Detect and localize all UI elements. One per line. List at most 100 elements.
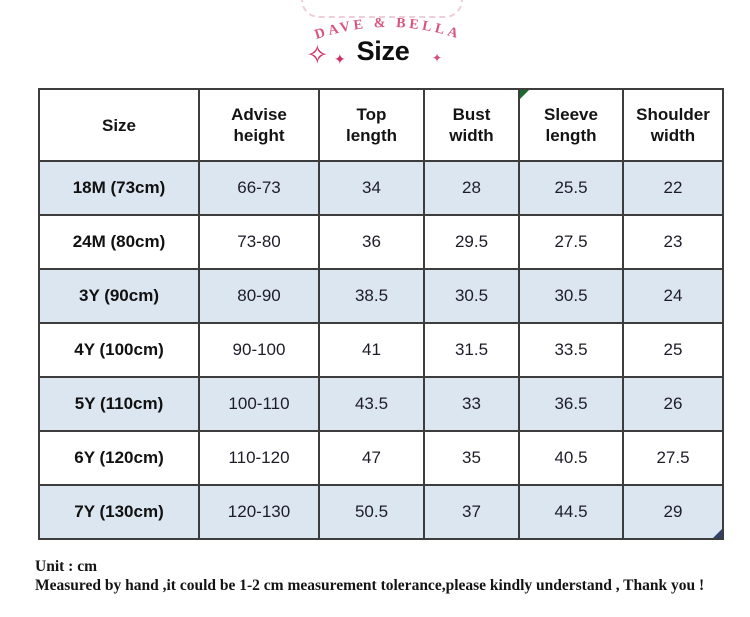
table-cell: 36 [318,214,425,270]
cell-value: 36.5 [554,394,588,413]
cell-value: 27.5 [656,448,690,467]
cell-value: 120-130 [227,502,291,521]
cell-value: 24 [663,286,683,305]
table-cell: 36.5 [518,376,624,432]
column-header-size: Size [38,88,200,162]
sparkle-icon: ✦ [432,51,443,65]
table-cell: 41 [318,322,425,378]
table-row: 6Y (120cm) 110-120 47 35 40.5 27.5 [38,430,724,486]
row-size-label: 7Y (130cm) [38,484,200,540]
table-cell: 33 [423,376,520,432]
table-cell: 34 [318,160,425,216]
sparkle-icon: ✧ [306,40,329,71]
column-header-sleeve-length: Sleeve length [518,88,624,162]
cell-value: 41 [362,340,381,359]
row-size-label: 3Y (90cm) [38,268,200,324]
row-size-label: 24M (80cm) [38,214,200,270]
table-cell: 25 [622,322,724,378]
cell-value: 100-110 [228,394,290,413]
row-size-label: 18M (73cm) [38,160,200,216]
tolerance-note: Measured by hand ,it could be 1-2 cm mea… [35,577,705,594]
table-cell: 33.5 [518,322,624,378]
cell-value: 34 [362,178,381,197]
table-cell: 24 [622,268,724,324]
cell-value: 40.5 [554,448,588,467]
row-size-label: 5Y (110cm) [38,376,200,432]
table-cell: 28 [423,160,520,216]
column-header-label: Size [101,115,137,135]
cell-value: 6Y (120cm) [74,448,164,467]
column-header-label: Shoulder width [636,105,710,145]
cell-value: 24M (80cm) [72,232,166,251]
cell-value: 25 [663,340,683,359]
cell-value: 29 [663,502,683,521]
table-cell: 37 [423,484,520,540]
table-cell: 25.5 [518,160,624,216]
cell-value: 29.5 [454,232,489,251]
table-cell: 43.5 [318,376,425,432]
cell-value: 30.5 [454,286,489,305]
cell-value: 44.5 [554,502,588,521]
table-cell: 30.5 [423,268,520,324]
cell-value: 37 [462,502,481,521]
cell-value: 36 [362,232,381,251]
table-cell: 80-90 [198,268,320,324]
table-cell: 29.5 [423,214,520,270]
cell-value: 47 [362,448,381,467]
cell-value: 5Y (110cm) [74,394,164,413]
page-title: Size [356,36,410,66]
cell-value: 25.5 [554,178,588,197]
cell-value: 4Y (100cm) [74,340,164,359]
cell-value: 33 [462,394,481,413]
cell-value: 38.5 [354,286,389,305]
column-header-label: Top length [346,105,397,145]
table-cell: 47 [318,430,425,486]
table-cell: 30.5 [518,268,624,324]
green-triangle-marker [520,90,529,99]
table-cell: 66-73 [198,160,320,216]
table-cell: 44.5 [518,484,624,540]
cell-value: 80-90 [237,286,281,305]
table-row: 3Y (90cm) 80-90 38.5 30.5 30.5 24 [38,268,724,324]
table-cell: 31.5 [423,322,520,378]
cell-value: 31.5 [454,340,489,359]
table-cell: 120-130 [198,484,320,540]
table-row: 24M (80cm) 73-80 36 29.5 27.5 23 [38,214,724,270]
cell-value: 33.5 [554,340,588,359]
column-header-label: Sleeve length [544,105,598,145]
row-size-label: 4Y (100cm) [38,322,200,378]
footer-notes: Unit : cm Measured by hand ,it could be … [35,557,704,595]
cell-value: 3Y (90cm) [78,286,159,305]
cell-value: 35 [462,448,481,467]
table-cell: 73-80 [198,214,320,270]
table-row: 5Y (110cm) 100-110 43.5 33 36.5 26 [38,376,724,432]
table-header-row: Size Advise height Top length Bust width Sle… [38,88,724,162]
table-cell: 110-120 [198,430,320,486]
brand-name-arc: DAVE & BELLA [313,16,459,43]
table-cell: 27.5 [518,214,624,270]
sparkle-icon: ✦ [334,52,346,68]
table-cell: 26 [622,376,724,432]
cell-value: 22 [663,178,683,197]
table-cell: 50.5 [318,484,425,540]
cell-value: 28 [462,178,481,197]
table-cell: 22 [622,160,724,216]
table-cell: 29 [622,484,724,540]
cell-value: 27.5 [554,232,588,251]
cell-value: 66-73 [237,178,281,197]
cell-value: 90-100 [232,340,286,359]
column-header-bust-width: Bust width [423,88,520,162]
table-cell: 40.5 [518,430,624,486]
table-cell: 100-110 [198,376,320,432]
table-row: 4Y (100cm) 90-100 41 31.5 33.5 25 [38,322,724,378]
table-row: 18M (73cm) 66-73 34 28 25.5 22 [38,160,724,216]
cell-value: 73-80 [237,232,281,251]
blue-triangle-marker [713,529,722,538]
cell-value: 18M (73cm) [72,178,166,197]
table-cell: 23 [622,214,724,270]
column-header-label: Bust width [449,105,494,145]
cell-value: 26 [663,394,683,413]
unit-note: Unit : cm [35,558,97,575]
cell-value: 30.5 [554,286,588,305]
